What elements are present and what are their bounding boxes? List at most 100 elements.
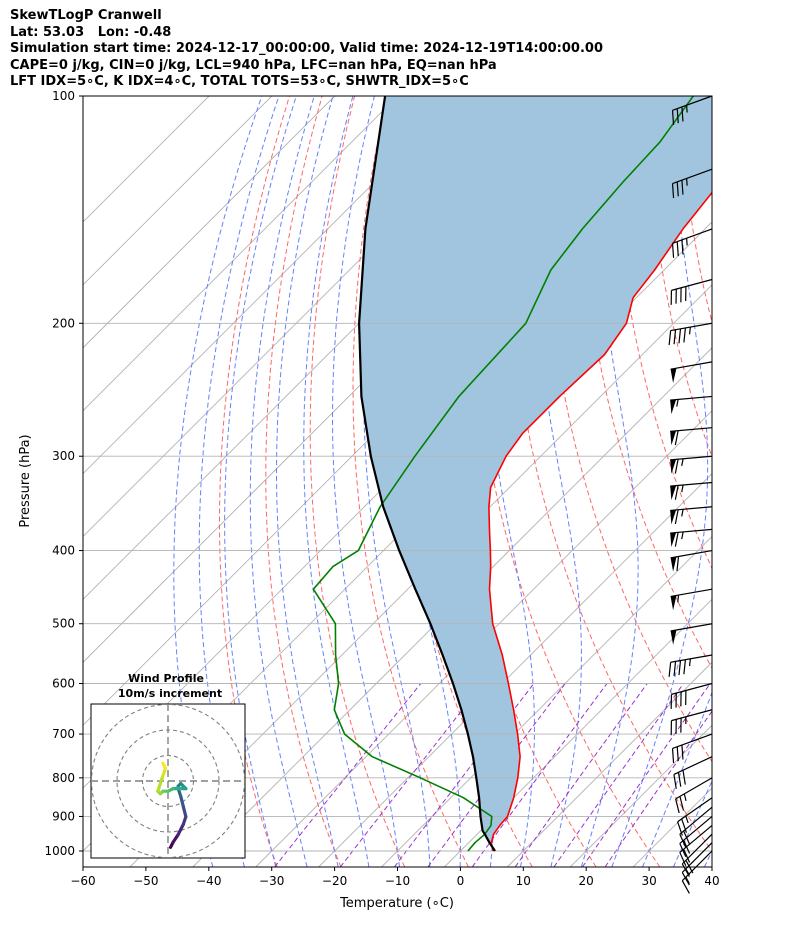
wind-barb-full	[683, 830, 691, 845]
wind-barb-staff	[672, 733, 713, 749]
dry-adiabat-line	[580, 96, 712, 670]
wind-barb-half	[681, 531, 684, 540]
wind-barb-half	[686, 238, 688, 246]
mixing-ratio-line	[339, 683, 484, 867]
wind-barb-full	[673, 774, 677, 789]
mixing-ratio-line	[471, 683, 608, 867]
wind-barb-flag	[670, 532, 677, 547]
wind-barb	[670, 427, 713, 446]
y-tick-label: 800	[52, 771, 75, 785]
x-tick-label: 0	[457, 874, 465, 888]
wind-barb	[671, 95, 713, 125]
isotherm-line	[444, 598, 712, 867]
wind-barb-half	[677, 595, 680, 603]
wind-barb	[670, 278, 713, 305]
wind-barb	[670, 481, 713, 501]
wind-barb-full	[681, 239, 684, 255]
wind-barb-full	[674, 485, 679, 500]
header-station: SkewTLogP Cranwell	[10, 8, 162, 23]
wind-barb-full	[679, 852, 687, 866]
hodograph-segment	[156, 774, 165, 793]
wind-barb-full	[681, 180, 684, 195]
y-tick-label: 700	[52, 727, 75, 741]
cape-cin-shading	[359, 96, 712, 851]
wind-barb-staff	[670, 654, 713, 663]
y-tick-label: 300	[52, 449, 75, 463]
y-tick-label: 1000	[44, 844, 75, 858]
hodograph-segment	[176, 822, 185, 837]
moist-adiabat-line	[198, 96, 280, 867]
wind-barb-full	[683, 848, 691, 863]
wind-barb-staff	[670, 322, 713, 332]
wind-barb-full	[676, 746, 679, 762]
wind-barb-full	[681, 880, 690, 894]
wind-barb	[679, 824, 713, 866]
wind-barb-full	[676, 108, 679, 124]
wind-barb-staff	[675, 777, 713, 800]
hodograph-subtitle: 10m/s increment	[118, 687, 222, 700]
y-tick-label: 500	[52, 617, 75, 631]
wind-barb	[670, 455, 713, 474]
wind-barb-half	[681, 458, 684, 467]
wind-barb-full	[681, 872, 690, 886]
wind-barb-full	[671, 243, 675, 258]
wind-barb-full	[679, 833, 687, 848]
wind-barb	[671, 733, 713, 763]
wind-barb-full	[679, 796, 685, 811]
mixing-ratio-line	[274, 683, 422, 867]
isotherm-line	[129, 284, 712, 867]
y-tick-label: 900	[52, 809, 75, 823]
wind-barb-half	[681, 509, 684, 517]
wind-barb-full	[681, 106, 684, 122]
dry-adiabat-line	[713, 96, 794, 867]
wind-barb	[670, 549, 713, 572]
hodograph-segment	[181, 804, 188, 819]
wind-barb	[679, 815, 713, 857]
dry-adiabat-line	[352, 96, 469, 867]
wind-barb-flag	[670, 368, 677, 383]
wind-barb-staff	[672, 228, 713, 244]
wind-barb-staff	[671, 278, 713, 291]
y-tick-label: 100	[52, 89, 75, 103]
dry-adiabat-line	[219, 96, 290, 867]
dry-adiabat-line	[647, 96, 712, 458]
wind-barb-flag	[670, 595, 677, 611]
wind-barb-half	[688, 327, 691, 335]
x-tick-label: −50	[133, 874, 158, 888]
wind-barb-flag	[670, 630, 677, 645]
mixing-ratio-line	[514, 683, 648, 867]
wind-barb-half	[685, 876, 690, 884]
wind-barb-full	[671, 748, 675, 763]
wind-barb-full	[675, 798, 680, 814]
wind-barb-staff	[679, 815, 713, 844]
isotherm-line	[192, 347, 712, 867]
hodograph-plot	[91, 704, 245, 858]
wind-barb-full	[677, 772, 682, 787]
wind-barb-full	[671, 110, 675, 125]
wind-barb-full	[674, 532, 679, 547]
wind-barb-staff	[671, 709, 713, 722]
x-tick-label: 40	[704, 874, 719, 888]
wind-barb-staff	[670, 455, 713, 461]
isotherm-line	[83, 96, 461, 475]
wind-barb-staff	[672, 95, 713, 111]
y-axis-label: Pressure (hPa)	[18, 434, 33, 527]
dewpoint-line	[312, 96, 694, 852]
wind-barb-staff	[670, 395, 713, 401]
isotherm-line	[318, 472, 712, 867]
isotherm-line	[83, 96, 336, 349]
wind-barb	[668, 322, 713, 346]
x-tick-label: −20	[322, 874, 347, 888]
wind-barb-staff	[670, 481, 713, 487]
temperature-line	[488, 191, 712, 852]
wind-barb	[670, 682, 713, 709]
moist-adiabat-line	[276, 96, 339, 867]
x-tick-label: −60	[70, 874, 95, 888]
wind-barb-staff	[679, 824, 713, 853]
wind-barb-staff	[670, 528, 713, 534]
wind-barb-half	[681, 484, 684, 493]
moist-adiabat-line	[173, 96, 263, 867]
wind-barb-full	[681, 863, 690, 877]
dry-adiabat-line	[778, 96, 794, 867]
